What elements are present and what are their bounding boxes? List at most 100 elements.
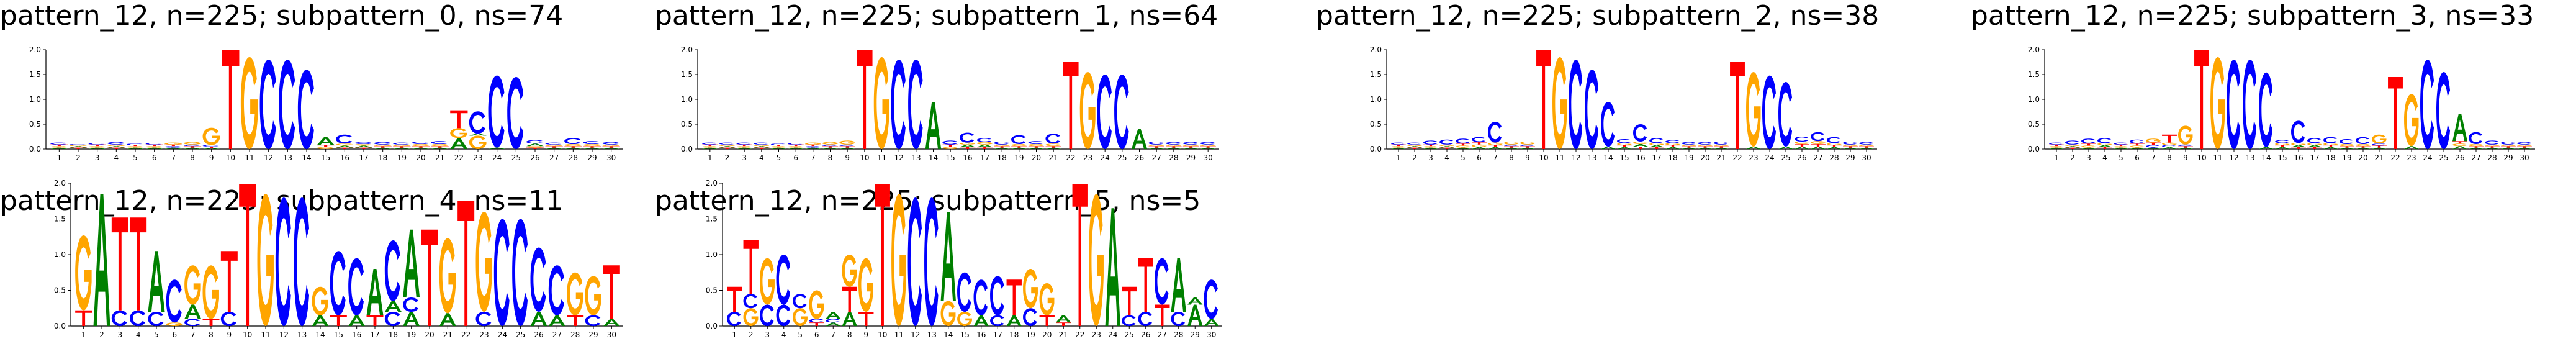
logo-letter-C — [50, 142, 67, 145]
x-tick-label: 15 — [1619, 153, 1629, 162]
x-tick-label: 10 — [1539, 153, 1548, 162]
logo-letter-T — [743, 240, 759, 294]
logo-letter-T — [1028, 146, 1045, 148]
logo-letter-A — [976, 144, 993, 147]
x-tick-label: 6 — [1477, 153, 1482, 162]
x-tick-label: 18 — [998, 153, 1007, 162]
logo-letter-A — [336, 145, 354, 148]
logo-letter-T — [164, 144, 182, 147]
x-tick-label: 22 — [1732, 153, 1742, 162]
logo-letter-C — [1649, 138, 1664, 143]
logo-letter-T — [202, 319, 220, 326]
logo-letter-A — [2323, 147, 2338, 149]
logo-letter-C — [809, 319, 823, 323]
logo-letter-A — [2404, 146, 2419, 149]
logo-letter-C — [2275, 140, 2289, 143]
x-tick-label: 2 — [725, 153, 730, 162]
logo-letter-G — [960, 142, 976, 145]
logo-letter-T — [393, 146, 411, 148]
x-tick-label: 10 — [878, 330, 887, 339]
logo-letter-A — [317, 137, 335, 145]
logo-letter-A — [2130, 147, 2145, 149]
logo-letter-C — [754, 142, 768, 145]
logo-letter-C — [393, 142, 410, 145]
x-tick-label: 29 — [1845, 153, 1855, 162]
logo-letter-G — [1200, 144, 1216, 147]
logo-letter-G — [585, 276, 601, 315]
x-tick-label: 9 — [2183, 153, 2188, 162]
logo-letter-T — [366, 315, 384, 326]
logo-letter-G — [2081, 145, 2096, 148]
logo-letter-T — [1072, 184, 1088, 326]
logo-letter-C — [130, 310, 146, 326]
panel-title: pattern_12, n=225; subpattern_3, ns=33 — [1971, 0, 2534, 32]
logo-letter-T — [239, 184, 256, 326]
logo-letter-C — [2130, 139, 2144, 144]
logo-letter-T — [736, 144, 752, 147]
x-tick-label: 4 — [2102, 153, 2107, 162]
logo-letter-T — [126, 145, 145, 147]
logo-letter-T — [145, 144, 163, 147]
x-tick-label: 7 — [1493, 153, 1498, 162]
logo-letter-G — [469, 135, 487, 149]
logo-letter-A — [183, 147, 202, 149]
logo-letter-T — [526, 147, 544, 149]
logo-letter-T — [1698, 146, 1713, 148]
x-tick-label: 8 — [1509, 153, 1514, 162]
logo-letter-T — [69, 147, 88, 149]
logo-letter-T — [857, 50, 873, 149]
logo-letter-G — [1649, 143, 1664, 145]
x-tick-label: 14 — [943, 330, 953, 339]
x-tick-label: 3 — [118, 330, 123, 339]
panel-title: pattern_12, n=225; subpattern_2, ns=38 — [1316, 0, 1879, 32]
logo-letter-T — [2162, 134, 2177, 143]
logo-letter-C — [1682, 142, 1696, 145]
logo-letter-C — [148, 312, 164, 326]
logo-letter-T — [2097, 147, 2112, 149]
x-tick-label: 29 — [1191, 330, 1200, 339]
logo-letter-A — [1423, 147, 1438, 149]
logo-letter-C — [973, 279, 988, 315]
logo-letter-T — [2307, 147, 2322, 149]
y-tick-label: 0.5 — [1370, 120, 1382, 129]
logo-letter-T — [2452, 141, 2467, 144]
logo-letter-T — [2501, 146, 2516, 148]
logo-letter-T — [809, 322, 824, 326]
logo-letter-C — [1122, 315, 1136, 326]
logo-letter-G — [858, 258, 873, 312]
x-tick-label: 28 — [1169, 153, 1178, 162]
logo-letter-T — [1122, 286, 1137, 315]
logo-letter-G — [719, 144, 735, 147]
logo-letter-G — [602, 144, 620, 147]
logo-letter-G — [770, 146, 786, 148]
logo-letter-T — [770, 145, 787, 147]
x-tick-label: 15 — [946, 153, 955, 162]
x-tick-label: 7 — [191, 330, 196, 339]
logo-letter-T — [1138, 258, 1153, 312]
x-tick-label: 22 — [1066, 153, 1075, 162]
x-tick-label: 17 — [1652, 153, 1661, 162]
logo-letter-C — [793, 294, 807, 309]
x-tick-label: 27 — [1152, 153, 1161, 162]
x-tick-label: 1 — [2054, 153, 2059, 162]
y-tick-label: 0.0 — [54, 322, 66, 330]
x-tick-label: 20 — [425, 330, 434, 339]
x-tick-label: 14 — [2261, 153, 2271, 162]
x-tick-label: 13 — [927, 330, 937, 339]
logo-letter-G — [1552, 57, 1567, 149]
logo-letter-T — [2323, 145, 2338, 147]
logo-letter-G — [475, 212, 492, 312]
logo-letter-G — [1682, 144, 1696, 147]
logo-letter-C — [374, 142, 390, 145]
logo-letter-C — [976, 138, 992, 142]
logo-letter-C — [294, 197, 310, 326]
logo-letter-T — [1730, 62, 1745, 149]
logo-letter-A — [1187, 297, 1203, 305]
x-tick-label: 29 — [2503, 153, 2513, 162]
logo-letter-A — [530, 312, 547, 326]
y-tick-label: 1.0 — [706, 250, 718, 259]
logo-letter-T — [2114, 144, 2128, 147]
logo-letter-C — [805, 146, 820, 148]
logo-letter-A — [126, 147, 145, 149]
logo-letter-G — [202, 265, 219, 319]
